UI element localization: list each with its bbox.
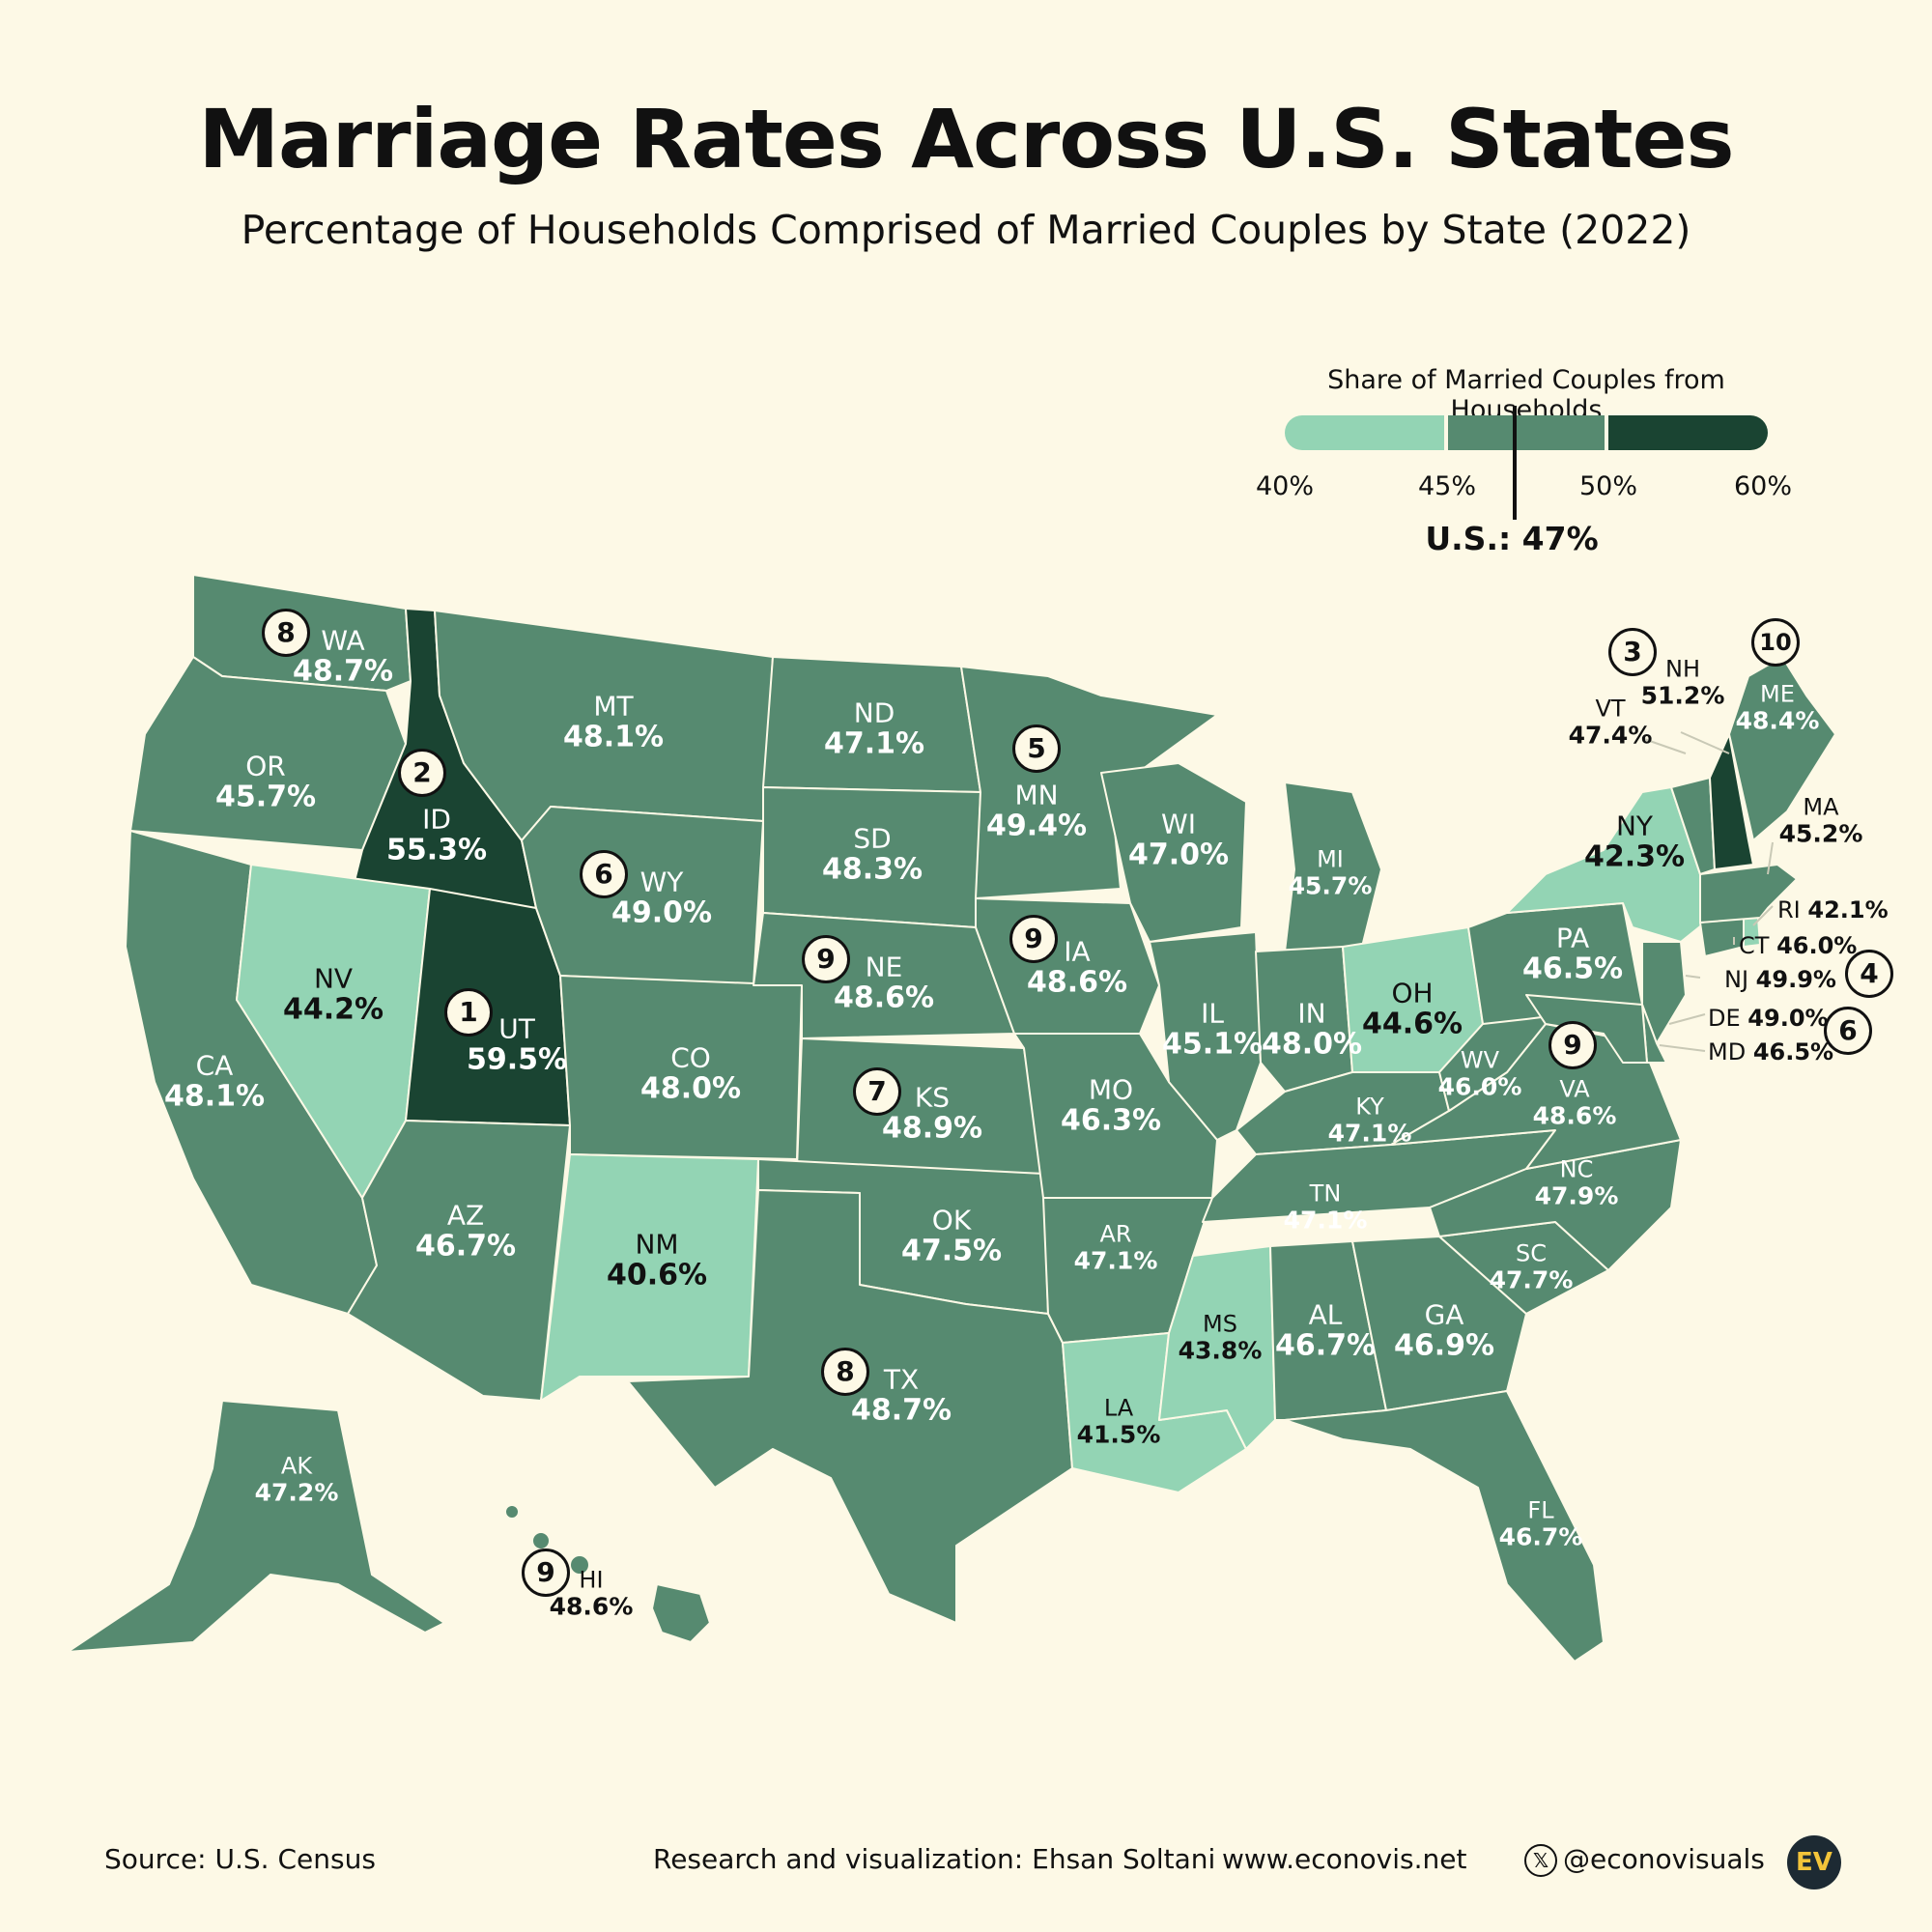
label-SD: SD 48.3%	[821, 822, 923, 887]
x-logo-icon[interactable]: 𝕏	[1524, 1844, 1557, 1877]
credit-text: Research and visualization: Ehsan Soltan…	[653, 1843, 1216, 1875]
rank-badge-UT: 1	[444, 988, 493, 1037]
label-OK: OK 47.5%	[900, 1204, 1003, 1268]
label-IN: IN 48.0%	[1261, 997, 1363, 1062]
label-MD: MD 46.5%	[1708, 1038, 1834, 1065]
label-IL: IL 45.1%	[1161, 997, 1264, 1062]
state-NJ	[1641, 941, 1687, 1044]
rank-badge-NJ: 4	[1845, 950, 1893, 998]
label-WA: WA 48.7%	[292, 624, 394, 689]
label-MS: MS 43.8%	[1178, 1310, 1263, 1365]
label-NY: NY 42.3%	[1583, 810, 1686, 874]
label-NM: NM 40.6%	[606, 1228, 708, 1293]
state-WI	[1100, 762, 1247, 943]
label-DE: DE 49.0%	[1708, 1005, 1829, 1032]
state-TX	[627, 1189, 1073, 1624]
label-NV: NV 44.2%	[282, 962, 384, 1027]
label-LA: LA 41.5%	[1076, 1394, 1161, 1449]
label-ID: ID 55.3%	[385, 803, 488, 867]
label-OR: OR 45.7%	[214, 750, 317, 814]
label-PA: PA 46.5%	[1521, 922, 1624, 986]
page-subtitle: Percentage of Households Comprised of Ma…	[241, 207, 1691, 253]
label-CT: CT 46.0%	[1739, 932, 1858, 959]
label-AL: AL 46.7%	[1274, 1298, 1377, 1363]
label-AZ: AZ 46.7%	[414, 1199, 517, 1264]
label-AK: AK 47.2%	[254, 1452, 339, 1507]
state-FL	[1284, 1390, 1605, 1662]
legend-bin-50-60	[1608, 415, 1768, 450]
label-SC: SC 47.7%	[1489, 1239, 1574, 1294]
label-MA: MA 45.2%	[1778, 793, 1863, 848]
label-ND: ND 47.1%	[823, 696, 925, 761]
label-AR: AR 47.1%	[1073, 1220, 1158, 1275]
rank-badge-TX: 8	[821, 1348, 869, 1396]
website-link[interactable]: www.econovis.net	[1222, 1843, 1467, 1875]
rank-badge-ID: 2	[398, 749, 446, 797]
rank-badge-IA: 9	[1009, 915, 1058, 963]
state-NM	[540, 1153, 759, 1402]
rank-badge-ME: 10	[1751, 618, 1800, 667]
state-HI-island-2	[531, 1531, 551, 1550]
label-MT: MT 48.1%	[562, 690, 665, 754]
rank-badge-MN: 5	[1012, 724, 1061, 773]
state-HI	[651, 1583, 711, 1643]
label-WY: WY 49.0%	[611, 866, 713, 930]
state-AZ	[347, 1120, 571, 1402]
label-NJ: NJ 49.9%	[1724, 966, 1836, 993]
rank-badge-KS: 7	[853, 1067, 901, 1116]
social-handle-link[interactable]: @econovisuals	[1563, 1843, 1765, 1875]
rank-badge-VA: 9	[1548, 1021, 1597, 1069]
label-HI: HI 48.6%	[549, 1566, 634, 1621]
label-MI: MI 45.7%	[1288, 845, 1373, 900]
state-NH	[1709, 733, 1754, 870]
state-HI-island	[569, 1554, 590, 1576]
legend-tick-45: 45%	[1417, 471, 1477, 501]
label-NC: NC 47.9%	[1534, 1155, 1619, 1210]
rank-badge-WA: 8	[262, 609, 310, 657]
label-FL: FL 46.7%	[1498, 1496, 1583, 1551]
label-MN: MN 49.4%	[985, 779, 1088, 843]
econovis-logo: EV	[1787, 1835, 1841, 1889]
label-TX: TX 48.7%	[850, 1363, 952, 1428]
label-MO: MO 46.3%	[1060, 1073, 1162, 1138]
rank-badge-DE: 6	[1824, 1007, 1872, 1055]
legend-bin-45-50	[1448, 415, 1605, 450]
state-GA	[1351, 1236, 1527, 1411]
label-GA: GA 46.9%	[1393, 1298, 1495, 1363]
label-CO: CO 48.0%	[639, 1041, 742, 1106]
label-TN: TN 47.1%	[1283, 1179, 1368, 1235]
label-UT: UT 59.5%	[466, 1012, 568, 1077]
rank-badge-HI: 9	[522, 1548, 570, 1597]
rank-badge-NH: 3	[1608, 628, 1657, 676]
label-NH: NH 51.2%	[1640, 655, 1725, 710]
legend-tick-40: 40%	[1255, 471, 1315, 501]
state-MO	[1013, 1033, 1218, 1199]
rank-badge-WY: 6	[580, 850, 628, 898]
state-ME	[1728, 656, 1836, 841]
state-MA	[1699, 864, 1798, 923]
label-RI: RI 42.1%	[1777, 896, 1889, 923]
label-CA: CA 48.1%	[163, 1049, 266, 1114]
legend-bin-40-45	[1285, 415, 1444, 450]
page-title: Marriage Rates Across U.S. States	[198, 92, 1734, 186]
label-KY: KY 47.1%	[1327, 1093, 1412, 1148]
state-AK	[67, 1400, 445, 1653]
label-IA: IA 48.6%	[1026, 935, 1128, 1000]
label-WI: WI 47.0%	[1127, 808, 1230, 872]
label-VT: VT 47.4%	[1568, 695, 1653, 750]
label-NE: NE 48.6%	[833, 951, 935, 1015]
source-text: Source: U.S. Census	[104, 1843, 376, 1875]
rank-badge-NE: 9	[802, 935, 850, 983]
legend-tick-50: 50%	[1578, 471, 1638, 501]
label-VA: VA 48.6%	[1532, 1075, 1617, 1130]
us-average-label: U.S.: 47%	[1425, 520, 1599, 557]
label-KS: KS 48.9%	[881, 1081, 983, 1146]
label-OH: OH 44.6%	[1361, 977, 1463, 1041]
state-CT	[1699, 917, 1745, 957]
legend-tick-60: 60%	[1733, 471, 1793, 501]
state-HI-island-3	[504, 1504, 520, 1520]
label-WV: WV 46.0%	[1437, 1046, 1522, 1101]
label-ME: ME 48.4%	[1735, 680, 1820, 735]
